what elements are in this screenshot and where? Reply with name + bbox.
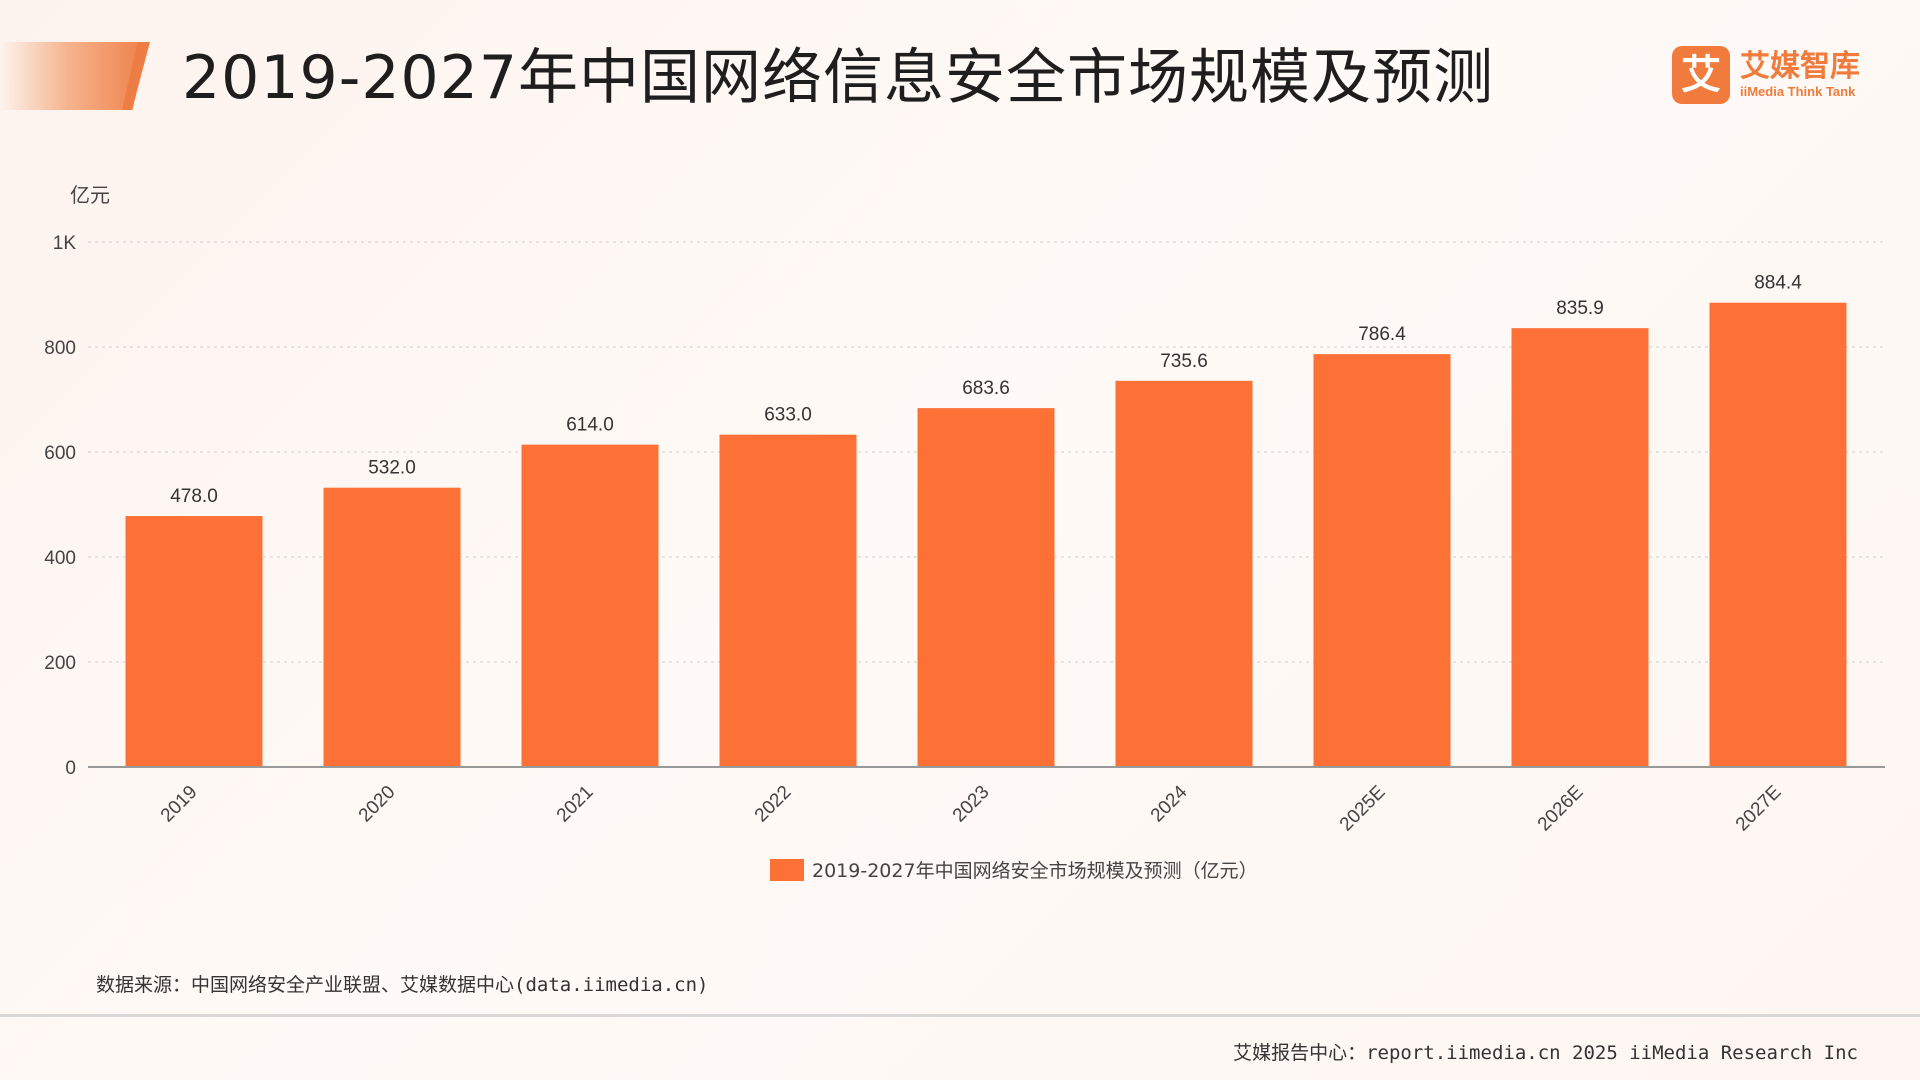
y-tick-label: 400 xyxy=(44,548,76,569)
data-label-2019: 478.0 xyxy=(170,486,218,507)
brand-logo: 艾 艾媒智库 iiMedia Think Tank xyxy=(1672,46,1860,104)
x-tick-label-2021: 2021 xyxy=(553,782,598,827)
x-tick-label-2022: 2022 xyxy=(751,782,796,827)
y-tick-label: 600 xyxy=(44,443,76,464)
x-tick-label-2025E: 2025E xyxy=(1336,782,1390,836)
footer-copyright: 艾媒报告中心：report.iimedia.cn 2025 iiMedia Re… xyxy=(1233,1042,1858,1064)
data-label-2024: 735.6 xyxy=(1160,351,1208,372)
y-tick-label: 1K xyxy=(53,233,77,254)
bar-chart: 亿元 0 200 400 600 800 1K 478.0 2019 532.0 2020 614.0… xyxy=(44,183,1885,836)
data-source-note: 数据来源：中国网络安全产业联盟、艾媒数据中心(data.iimedia.cn) xyxy=(96,974,709,996)
x-tick-label-2024: 2024 xyxy=(1147,781,1192,826)
x-tick-label-2026E: 2026E xyxy=(1534,782,1588,836)
logo-name-en: iiMedia Think Tank xyxy=(1740,84,1856,99)
y-tick-label: 0 xyxy=(65,758,76,779)
data-label-2025E: 786.4 xyxy=(1358,324,1406,345)
x-tick-label-2027E: 2027E xyxy=(1732,782,1786,836)
page-title: 2019-2027年中国网络信息安全市场规模及预测 xyxy=(182,43,1495,113)
data-label-2026E: 835.9 xyxy=(1556,298,1604,319)
bar-2022 xyxy=(719,434,857,767)
x-tick-label-2019: 2019 xyxy=(157,782,202,827)
x-tick-label-2020: 2020 xyxy=(355,782,400,827)
y-tick-label: 200 xyxy=(44,653,76,674)
data-label-2021: 614.0 xyxy=(566,415,614,436)
legend-label: 2019-2027年中国网络安全市场规模及预测（亿元） xyxy=(812,860,1258,882)
data-label-2020: 532.0 xyxy=(368,458,416,479)
bar-2024 xyxy=(1115,380,1253,767)
bar-2021 xyxy=(521,444,659,767)
data-label-2022: 633.0 xyxy=(764,405,812,426)
bar-2023 xyxy=(917,408,1055,767)
data-label-2023: 683.6 xyxy=(962,378,1010,399)
footer-divider xyxy=(0,1014,1920,1017)
logo-mark-icon: 艾 xyxy=(1672,46,1730,104)
bar-2020 xyxy=(323,487,461,767)
bar-2027E xyxy=(1709,302,1847,767)
legend-swatch xyxy=(770,858,804,881)
y-axis-unit-label: 亿元 xyxy=(70,183,110,207)
bar-2026E xyxy=(1511,328,1649,767)
chart-legend: 2019-2027年中国网络安全市场规模及预测（亿元） xyxy=(770,856,1258,883)
logo-text: 艾媒智库 iiMedia Think Tank xyxy=(1740,50,1860,100)
y-tick-label: 800 xyxy=(44,338,76,359)
bar-2019 xyxy=(125,516,263,767)
logo-name-cn: 艾媒智库 xyxy=(1740,49,1860,84)
x-tick-label-2023: 2023 xyxy=(949,782,994,827)
data-label-2027E: 884.4 xyxy=(1754,273,1802,294)
bar-2025E xyxy=(1313,354,1451,767)
